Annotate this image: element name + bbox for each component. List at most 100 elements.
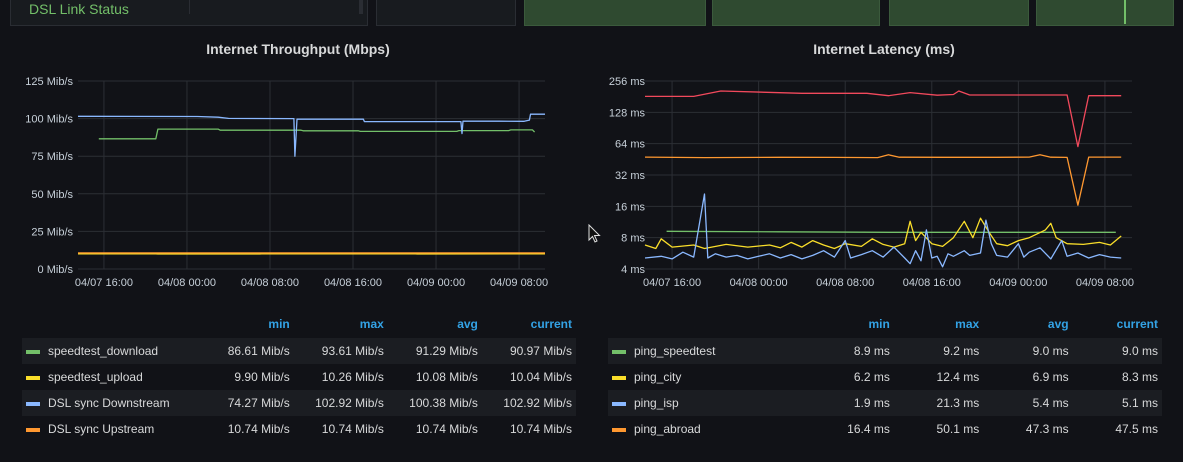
series-line-ping-isp[interactable]	[644, 193, 1122, 268]
legend-value-avg: 91.29 Mib/s	[387, 338, 482, 364]
top-panel-4	[712, 0, 880, 26]
series-line-ping-speedtest[interactable]	[666, 230, 1116, 233]
legend-value-min: 16.4 ms	[847, 422, 890, 436]
throughput-chart[interactable]: 0 Mib/s 25 Mib/s 50 Mib/s 75 Mib/s 100 Mib/s…	[0, 68, 580, 298]
legend-value-current: 47.5 ms	[1115, 422, 1158, 436]
legend-header-avg[interactable]: avg	[1047, 317, 1069, 331]
x-tick-label: 04/09 00:00	[407, 277, 465, 289]
legend-row[interactable]: speedtest_upload 9.90 Mib/s 10.26 Mib/s 10.…	[22, 364, 576, 390]
series-line-dsl-sync-downstream[interactable]	[77, 113, 545, 157]
legend-value-current: 9.0 ms	[1072, 338, 1162, 364]
x-tick-label: 04/07 16:00	[75, 277, 133, 289]
legend-value-min: 9.90 Mib/s	[234, 370, 290, 384]
legend-value-max: 10.74 Mib/s	[321, 422, 384, 436]
legend-series-name[interactable]: ping_abroad	[608, 416, 804, 442]
legend-value-min: 1.9 ms	[804, 390, 894, 416]
y-tick-label: 32 ms	[615, 170, 645, 182]
legend-label[interactable]: DSL sync Downstream	[48, 396, 170, 410]
series-line-ping-abroad[interactable]	[644, 154, 1122, 206]
dsl-link-status-title: DSL Link Status	[29, 1, 129, 17]
y-tick-label: 4 ms	[621, 264, 645, 276]
legend-value-min: 86.61 Mib/s	[207, 338, 294, 364]
legend-row[interactable]: ping_speedtest 8.9 ms 9.2 ms 9.0 ms 9.0 ms	[608, 338, 1162, 364]
legend-value-min: 74.27 Mib/s	[207, 390, 294, 416]
legend-value-current: 90.97 Mib/s	[481, 338, 576, 364]
y-tick-label: 25 Mib/s	[31, 226, 73, 238]
legend-header-max[interactable]: max	[359, 317, 384, 331]
y-tick-label: 128 ms	[609, 107, 646, 119]
legend-row[interactable]: ping_abroad 16.4 ms 50.1 ms 47.3 ms 47.5 ms	[608, 416, 1162, 442]
legend-row[interactable]: DSL sync Downstream 74.27 Mib/s 102.92 Mib…	[22, 390, 576, 416]
legend-series-name[interactable]: ping_isp	[608, 390, 805, 416]
legend-header-min[interactable]: min	[268, 317, 290, 331]
legend-row[interactable]: ping_city 6.2 ms 12.4 ms 6.9 ms 8.3 ms	[608, 364, 1162, 390]
y-tick-label: 75 Mib/s	[31, 151, 73, 163]
legend-label[interactable]: ping_city	[634, 370, 682, 384]
legend-swatch[interactable]	[612, 375, 626, 380]
dsl-link-status-panel: DSL Link Status	[10, 0, 368, 26]
series-line-speedtest-download[interactable]	[98, 128, 536, 140]
legend-value-max: 9.2 ms	[893, 338, 984, 364]
top-panel-6	[1036, 0, 1174, 26]
x-tick-label: 04/09 08:00	[490, 277, 548, 289]
legend-swatch[interactable]	[612, 427, 626, 432]
throughput-panel-title: Internet Throughput (Mbps)	[206, 41, 390, 57]
legend-series-name[interactable]: speedtest_upload	[22, 364, 208, 390]
x-tick-label: 04/09 08:00	[1076, 277, 1134, 289]
legend-value-current: 102.92 Mib/s	[481, 390, 576, 416]
x-tick-label: 04/08 00:00	[158, 277, 216, 289]
latency-chart[interactable]: 4 ms 8 ms 16 ms 32 ms 64 ms 128 ms 256 ms 04/07…	[590, 68, 1180, 298]
y-tick-label: 8 ms	[621, 233, 645, 245]
legend-header-avg[interactable]: avg	[457, 317, 478, 331]
legend-header-min[interactable]: min	[868, 317, 890, 331]
legend-value-min: 10.74 Mib/s	[227, 422, 290, 436]
legend-header-max[interactable]: max	[955, 317, 980, 331]
legend-value-current: 10.74 Mib/s	[509, 422, 572, 436]
legend-swatch[interactable]	[612, 401, 626, 406]
legend-series-name[interactable]: DSL sync Downstream	[22, 390, 208, 416]
legend-header-current[interactable]: current	[1116, 317, 1158, 331]
legend-label[interactable]: speedtest_upload	[48, 370, 143, 384]
throughput-legend: min max avg current speedtest_download 86…	[22, 314, 576, 442]
legend-label[interactable]: ping_speedtest	[634, 344, 716, 358]
legend-value-avg: 5.4 ms	[983, 390, 1073, 416]
legend-value-current: 5.1 ms	[1072, 390, 1162, 416]
series-line-ping-city[interactable]	[644, 217, 1122, 250]
legend-series-name[interactable]: ping_speedtest	[608, 338, 805, 364]
legend-swatch[interactable]	[26, 375, 40, 380]
legend-label[interactable]: ping_abroad	[634, 422, 701, 436]
legend-row[interactable]: DSL sync Upstream 10.74 Mib/s 10.74 Mib/s 1…	[22, 416, 576, 442]
legend-swatch[interactable]	[26, 427, 40, 432]
legend-label[interactable]: DSL sync Upstream	[48, 422, 155, 436]
legend-row[interactable]: ping_isp 1.9 ms 21.3 ms 5.4 ms 5.1 ms	[608, 390, 1162, 416]
x-tick-label: 04/07 16:00	[643, 277, 701, 289]
x-tick-label: 04/08 08:00	[241, 277, 299, 289]
legend-row[interactable]: speedtest_download 86.61 Mib/s 93.61 Mib/s…	[22, 338, 576, 364]
legend-series-name[interactable]: DSL sync Upstream	[22, 416, 208, 442]
legend-value-min: 6.2 ms	[853, 370, 890, 384]
legend-value-current: 8.3 ms	[1121, 370, 1158, 384]
scrollbar[interactable]	[359, 0, 363, 14]
x-tick-label: 04/08 00:00	[730, 277, 788, 289]
mouse-cursor-icon	[588, 224, 601, 243]
legend-value-avg: 10.74 Mib/s	[415, 422, 478, 436]
top-panel-3	[524, 0, 706, 26]
legend-swatch[interactable]	[26, 401, 40, 406]
legend-series-name[interactable]: ping_city	[608, 364, 804, 390]
top-panel-2	[376, 0, 516, 26]
y-tick-label: 125 Mib/s	[25, 76, 73, 88]
legend-swatch[interactable]	[612, 349, 626, 354]
legend-series-name[interactable]: speedtest_download	[22, 338, 208, 364]
series-line-ping-abroad-upper[interactable]	[645, 90, 1122, 148]
legend-label[interactable]: ping_isp	[634, 396, 679, 410]
y-tick-label: 16 ms	[615, 201, 645, 213]
legend-value-max: 21.3 ms	[893, 390, 984, 416]
legend-header-current[interactable]: current	[530, 317, 572, 331]
legend-label[interactable]: speedtest_download	[48, 344, 159, 358]
y-tick-label: 256 ms	[609, 76, 646, 88]
panel-divider	[189, 0, 190, 14]
x-tick-label: 04/08 08:00	[816, 277, 874, 289]
x-tick-label: 04/08 16:00	[324, 277, 382, 289]
legend-value-avg: 9.0 ms	[983, 338, 1073, 364]
legend-swatch[interactable]	[26, 349, 40, 354]
